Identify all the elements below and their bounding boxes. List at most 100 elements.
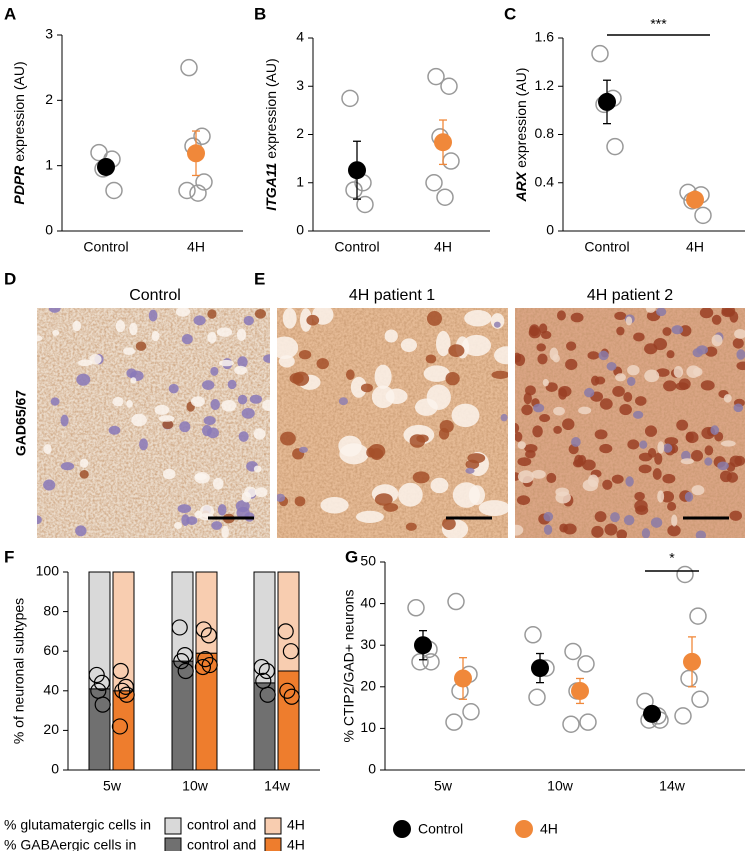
- cell: [203, 416, 216, 426]
- cell: [645, 308, 656, 313]
- cell: [566, 341, 577, 351]
- cell: [523, 392, 532, 405]
- data-point: [194, 658, 211, 676]
- y-tick-label: 40: [43, 682, 59, 698]
- cell: [366, 447, 375, 458]
- mean-dot: [643, 704, 661, 723]
- cell: [615, 373, 626, 382]
- bar-segment: [88, 688, 111, 771]
- cell: [423, 365, 450, 382]
- data-point: [676, 565, 694, 584]
- cell: [553, 425, 562, 434]
- cell: [558, 385, 572, 397]
- cell: [202, 380, 215, 390]
- cell: [606, 362, 617, 371]
- y-tick-label: 0: [51, 761, 59, 777]
- cell: [536, 343, 546, 352]
- data-point: [341, 89, 359, 108]
- cell: [652, 468, 662, 480]
- cell: [129, 322, 138, 336]
- stain-label: GAD65/67: [13, 390, 29, 456]
- cell: [616, 326, 625, 336]
- cell: [639, 440, 648, 449]
- panel-letter: A: [4, 4, 16, 23]
- cell: [72, 320, 82, 332]
- data-point: [279, 682, 296, 699]
- cell: [212, 477, 224, 490]
- cell: [426, 311, 443, 326]
- data-point: [282, 643, 299, 660]
- cell: [468, 485, 485, 506]
- cell: [280, 431, 296, 446]
- cell: [465, 467, 475, 474]
- data-point: [195, 173, 213, 191]
- cell: [616, 529, 628, 538]
- cell: [384, 329, 398, 343]
- legend-swatch: [264, 817, 282, 835]
- x-tick-label: Control: [584, 239, 629, 255]
- cell: [148, 309, 158, 322]
- cell: [634, 396, 647, 406]
- cell: [650, 517, 663, 528]
- y-axis-label: % CTIP2/GAD+ neurons: [341, 590, 357, 743]
- y-axis-label: PDPR expression (AU): [11, 61, 27, 204]
- cell: [656, 308, 667, 317]
- cell: [206, 427, 219, 439]
- data-point: [277, 623, 294, 640]
- cell: [644, 369, 660, 383]
- data-point: [411, 653, 429, 671]
- cell: [543, 524, 553, 535]
- cell: [570, 312, 584, 323]
- data-point: [422, 653, 440, 671]
- cell: [254, 308, 266, 319]
- x-tick-label: 5w: [434, 778, 453, 794]
- cell: [627, 439, 640, 450]
- mean-dot: [348, 161, 366, 180]
- y-tick-label: 1: [45, 156, 53, 172]
- data-point: [579, 713, 597, 731]
- cell: [491, 370, 508, 379]
- cell: [591, 525, 604, 538]
- mean-dot: [571, 681, 589, 700]
- cell: [298, 446, 308, 453]
- cell: [439, 419, 454, 433]
- cell: [78, 359, 93, 367]
- cell: [405, 522, 417, 531]
- data-point: [195, 621, 212, 638]
- data-point: [201, 656, 218, 674]
- cell: [139, 438, 148, 451]
- cell: [654, 452, 663, 465]
- cell: [704, 445, 714, 456]
- mean-dot: [598, 92, 616, 111]
- data-point: [114, 682, 131, 699]
- y-tick-label: 40: [360, 594, 376, 610]
- x-tick-label: 4H: [686, 239, 704, 255]
- x-tick-label: 10w: [547, 778, 574, 794]
- cell: [657, 490, 665, 503]
- y-tick-label: 0: [368, 761, 376, 777]
- cell: [494, 346, 508, 365]
- x-tick-label: Control: [334, 239, 379, 255]
- cell: [533, 403, 545, 413]
- mean-dot: [434, 133, 452, 152]
- cell: [126, 399, 133, 408]
- data-point: [117, 678, 135, 695]
- cell: [249, 394, 263, 404]
- data-point: [691, 690, 709, 709]
- cell: [221, 399, 237, 412]
- cell: [736, 349, 745, 360]
- cell: [537, 353, 548, 365]
- legend-label: % GABAergic cells in: [4, 837, 136, 851]
- cell: [599, 398, 613, 410]
- image-title: Control: [129, 287, 181, 304]
- cell: [168, 383, 179, 394]
- cell: [289, 372, 304, 384]
- cell: [345, 369, 355, 380]
- cell: [685, 431, 699, 444]
- x-tick-label: 4H: [187, 239, 205, 255]
- x-tick-label: 10w: [182, 778, 209, 794]
- cell: [75, 525, 87, 537]
- cell: [48, 308, 61, 313]
- cell: [578, 406, 592, 415]
